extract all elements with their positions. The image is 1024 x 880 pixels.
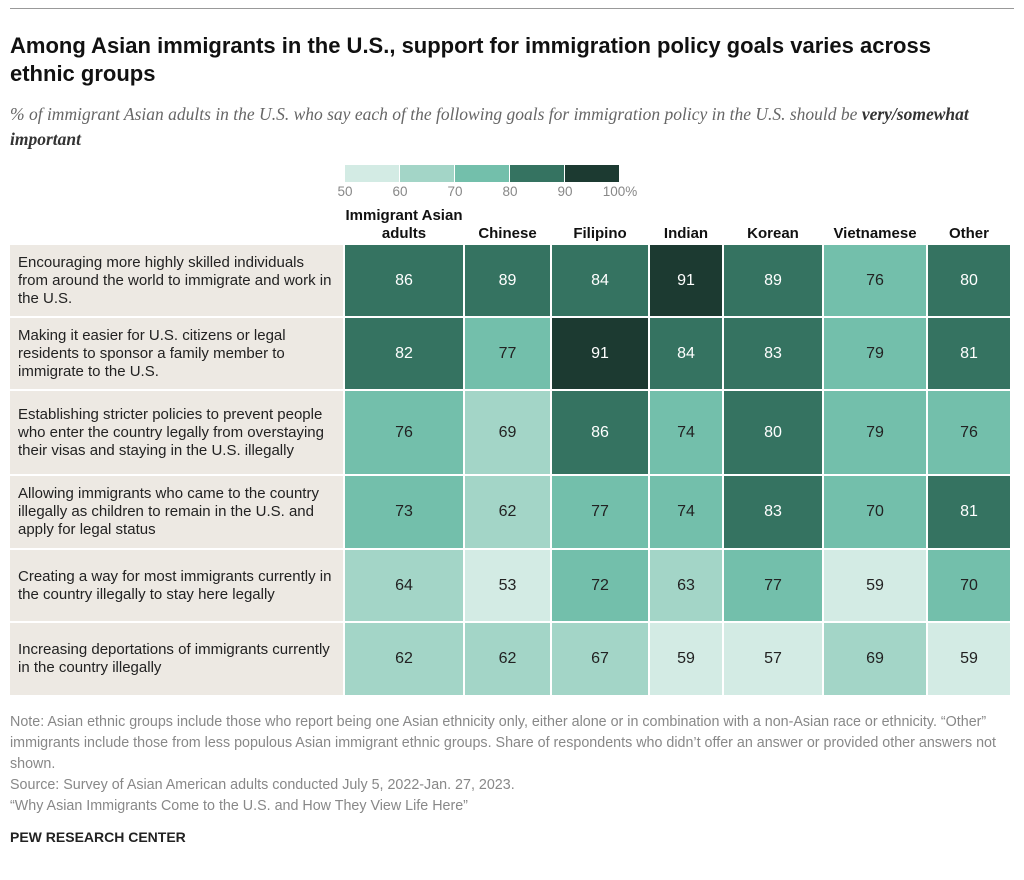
legend-tick-label: 80 [502,184,518,199]
heatmap-cell: 82 [345,318,463,389]
heatmap-cell: 70 [824,476,926,548]
heatmap-cell: 89 [724,245,822,316]
report: “Why Asian Immigrants Come to the U.S. a… [10,798,468,814]
heatmap-cell: 53 [465,550,550,621]
legend-swatch [565,165,619,182]
heatmap-cell: 84 [650,318,722,389]
heatmap-cell: 76 [928,391,1010,474]
heatmap-cell: 79 [824,318,926,389]
heatmap-cell: 77 [724,550,822,621]
heatmap-cell: 64 [345,550,463,621]
heatmap-cell: 63 [650,550,722,621]
legend-swatch [400,165,454,182]
heatmap-cell: 79 [824,391,926,474]
legend-tick-label: 70 [447,184,463,199]
heatmap-cell: 83 [724,476,822,548]
heatmap-cell: 91 [650,245,722,316]
heatmap-cell: 62 [345,623,463,695]
source: Source: Survey of Asian American adults … [10,777,515,793]
legend-swatch [345,165,399,182]
legend-swatch [510,165,564,182]
column-header: Indian [663,225,709,242]
heatmap-cell: 77 [465,318,550,389]
heatmap-cell: 80 [928,245,1010,316]
subtitle-emphasis: very/somewhat important [10,104,969,149]
row-label: Creating a way for most immigrants curre… [10,550,343,621]
subtitle-text: % of immigrant Asian adults in the U.S. … [10,104,858,124]
heatmap-cell: 59 [650,623,722,695]
column-header: Vietnamese [833,225,917,242]
heatmap-cell: 84 [552,245,648,316]
row-label: Establishing stricter policies to preven… [10,391,343,474]
heatmap-cell: 62 [465,623,550,695]
heatmap-cell: 81 [928,476,1010,548]
heatmap-cell: 72 [552,550,648,621]
column-header: Immigrant Asian adults [345,207,463,242]
heatmap-cell: 59 [824,550,926,621]
heatmap-cell: 67 [552,623,648,695]
legend-tick-label: 90 [557,184,573,199]
heatmap-cell: 57 [724,623,822,695]
top-rule [10,8,1014,9]
heatmap-cell: 59 [928,623,1010,695]
heatmap-cell: 73 [345,476,463,548]
heatmap-cell: 77 [552,476,648,548]
heatmap-cell: 86 [552,391,648,474]
heatmap-cell: 76 [345,391,463,474]
column-header: Filipino [573,225,627,242]
heatmap-cell: 74 [650,391,722,474]
note: Note: Asian ethnic groups include those … [10,714,996,772]
heatmap-cell: 86 [345,245,463,316]
heatmap-cell: 89 [465,245,550,316]
heatmap-cell: 80 [724,391,822,474]
heatmap-cell: 69 [465,391,550,474]
legend-tick-label: 60 [392,184,408,199]
legend-swatch [455,165,509,182]
column-header: Other [948,225,989,242]
legend-tick-label: 50 [337,184,353,199]
heatmap-cell: 74 [650,476,722,548]
heatmap-cell: 69 [824,623,926,695]
row-label: Encouraging more highly skilled individu… [10,245,343,316]
heatmap-cell: 70 [928,550,1010,621]
chart-title: Among Asian immigrants in the U.S., supp… [10,33,931,86]
column-header: Korean [747,225,799,242]
row-label: Increasing deportations of immigrants cu… [10,623,343,695]
credit: PEW RESEARCH CENTER [10,829,186,845]
heatmap-cell: 83 [724,318,822,389]
heatmap-cell: 76 [824,245,926,316]
heatmap-cell: 62 [465,476,550,548]
column-header: Chinese [478,225,537,242]
row-label: Allowing immigrants who came to the coun… [10,476,343,548]
legend-tick-label: 100% [602,184,638,199]
row-label: Making it easier for U.S. citizens or le… [10,318,343,389]
subtitle: % of immigrant Asian adults in the U.S. … [10,102,970,152]
heatmap-cell: 81 [928,318,1010,389]
heatmap-cell: 91 [552,318,648,389]
